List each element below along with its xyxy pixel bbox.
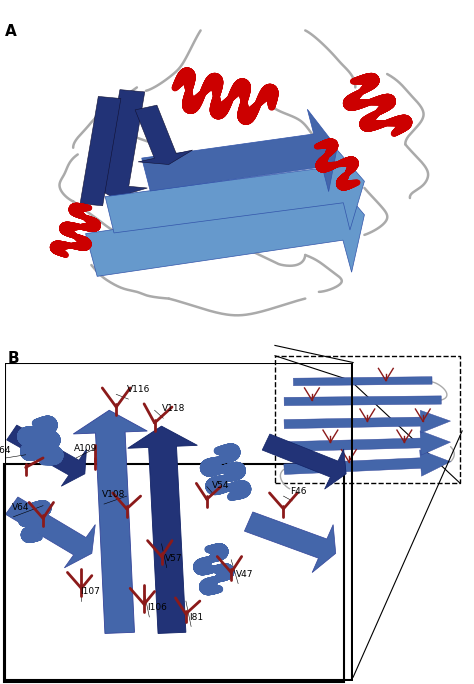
Text: V118: V118 <box>162 404 185 413</box>
Text: V54: V54 <box>212 481 229 490</box>
Text: I106: I106 <box>147 603 167 612</box>
Polygon shape <box>73 410 147 633</box>
Polygon shape <box>245 512 336 573</box>
Text: V108: V108 <box>102 490 126 499</box>
Polygon shape <box>80 96 121 206</box>
Text: I107: I107 <box>80 588 100 596</box>
Text: V64: V64 <box>12 503 29 512</box>
Polygon shape <box>86 166 365 276</box>
Text: B: B <box>8 351 19 366</box>
Polygon shape <box>142 109 337 192</box>
Polygon shape <box>284 410 450 433</box>
Bar <box>275 356 460 483</box>
Polygon shape <box>6 497 95 568</box>
Text: A64: A64 <box>0 446 12 455</box>
Text: V57: V57 <box>165 554 182 563</box>
Text: I81: I81 <box>190 613 203 622</box>
Polygon shape <box>293 377 432 386</box>
Text: V47: V47 <box>237 570 254 579</box>
Text: V116: V116 <box>127 385 150 394</box>
Bar <box>4 464 344 682</box>
Text: A109: A109 <box>74 444 98 453</box>
Text: A: A <box>5 24 17 39</box>
Polygon shape <box>262 434 346 489</box>
Polygon shape <box>105 140 365 233</box>
Polygon shape <box>284 450 450 476</box>
Bar <box>5 363 353 680</box>
Polygon shape <box>284 431 450 455</box>
Polygon shape <box>128 426 197 633</box>
Polygon shape <box>135 105 192 165</box>
Polygon shape <box>7 425 86 486</box>
Polygon shape <box>85 90 147 198</box>
Polygon shape <box>284 396 441 406</box>
Text: F46: F46 <box>291 487 307 496</box>
